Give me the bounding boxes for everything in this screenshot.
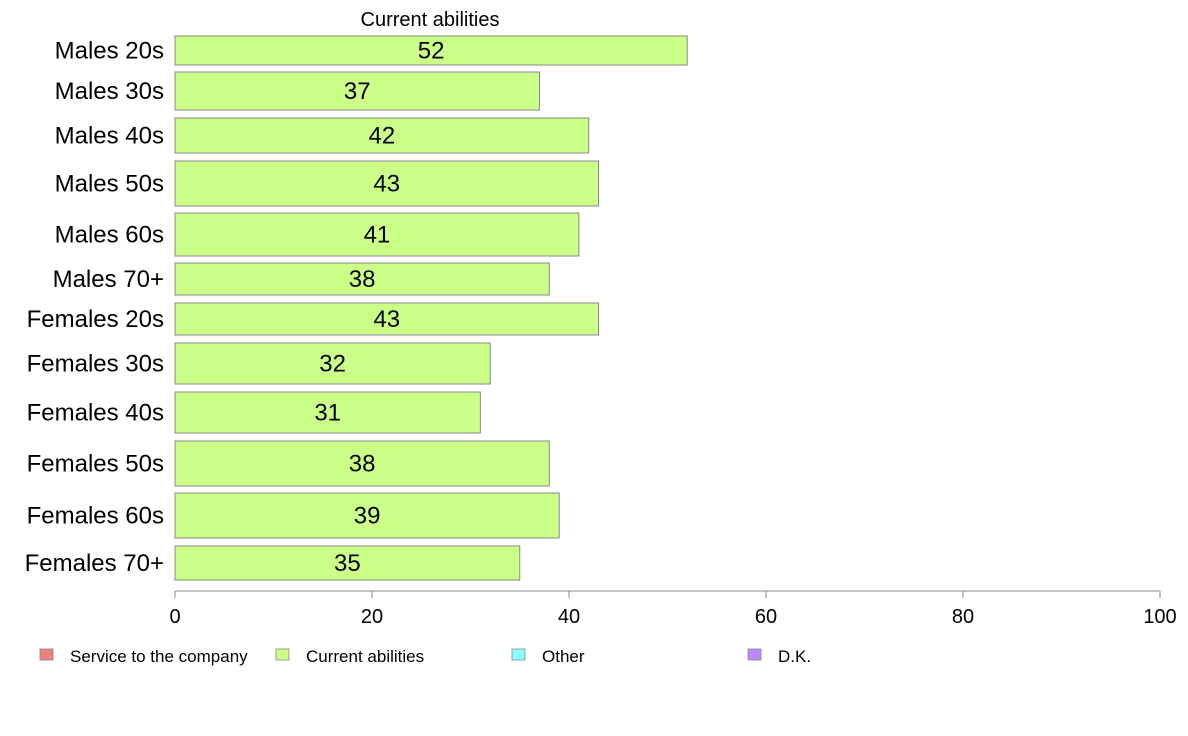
bar bbox=[174, 545, 521, 581]
bar bbox=[174, 160, 600, 207]
bar bbox=[174, 391, 481, 434]
bar bbox=[174, 440, 550, 487]
bar bbox=[174, 35, 688, 66]
category-label: Males 30s bbox=[55, 78, 164, 105]
bar bbox=[174, 342, 491, 385]
legend-swatch bbox=[511, 648, 526, 661]
category-label: Males 70+ bbox=[53, 266, 164, 293]
category-label: Females 60s bbox=[27, 503, 164, 530]
bar bbox=[174, 262, 550, 296]
x-tick-label: 60 bbox=[755, 606, 777, 628]
bar bbox=[174, 71, 540, 111]
category-label: Males 40s bbox=[55, 123, 164, 150]
category-label: Males 50s bbox=[55, 171, 164, 198]
bar-value-label: 43 bbox=[373, 171, 400, 198]
bars-layer: Males 20s 52 Males 30s 37 Males 40s 42 Males 5… bbox=[25, 35, 688, 581]
x-tick-label: 20 bbox=[361, 606, 383, 628]
x-tick-label: 0 bbox=[169, 606, 180, 628]
bar bbox=[174, 117, 590, 154]
x-tick-label: 80 bbox=[952, 606, 974, 628]
legend-label: Other bbox=[542, 647, 585, 666]
legend-label: Service to the company bbox=[70, 647, 248, 666]
category-label: Females 70+ bbox=[25, 550, 164, 577]
legend: Service to the company Current abilities O… bbox=[39, 647, 811, 666]
category-label: Males 60s bbox=[55, 222, 164, 249]
bar-value-label: 32 bbox=[319, 351, 346, 378]
bar bbox=[174, 212, 580, 257]
bar-value-label: 38 bbox=[349, 451, 376, 478]
bar bbox=[174, 302, 600, 336]
x-axis: 0 20 40 60 80 100 bbox=[169, 590, 1177, 628]
bar-value-label: 35 bbox=[334, 550, 361, 577]
legend-label: Current abilities bbox=[306, 647, 424, 666]
category-label: Females 30s bbox=[27, 351, 164, 378]
bar-value-label: 31 bbox=[314, 400, 341, 427]
legend-swatch bbox=[39, 648, 54, 661]
legend-swatch bbox=[275, 648, 290, 661]
category-label: Females 50s bbox=[27, 451, 164, 478]
category-label: Females 20s bbox=[27, 306, 164, 333]
x-tick-label: 40 bbox=[558, 606, 580, 628]
chart-title: Current abilities bbox=[361, 9, 500, 31]
category-label: Females 40s bbox=[27, 400, 164, 427]
legend-label: D.K. bbox=[778, 647, 811, 666]
bar-value-label: 42 bbox=[368, 123, 395, 150]
legend-swatch bbox=[747, 648, 762, 661]
bar bbox=[174, 492, 560, 539]
bar-value-label: 52 bbox=[418, 38, 445, 65]
bar-value-label: 38 bbox=[349, 266, 376, 293]
bar-value-label: 41 bbox=[364, 222, 391, 249]
bar-value-label: 39 bbox=[354, 503, 381, 530]
x-tick-label: 100 bbox=[1143, 606, 1176, 628]
bar-value-label: 37 bbox=[344, 78, 371, 105]
category-label: Males 20s bbox=[55, 38, 164, 65]
bar-value-label: 43 bbox=[373, 306, 400, 333]
